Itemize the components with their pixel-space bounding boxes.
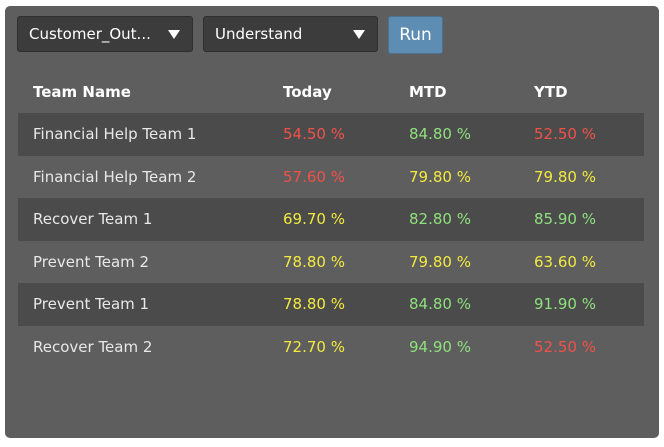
today-cell: 57.60 % [283, 167, 345, 186]
metric-dropdown[interactable]: Customer_Out... [17, 16, 193, 52]
table-row[interactable]: Financial Help Team 1 54.50 % 84.80 % 52… [18, 113, 644, 156]
team-name-cell: Financial Help Team 2 [33, 167, 197, 186]
mtd-cell: 84.80 % [409, 125, 471, 144]
ytd-cell: 79.80 % [534, 167, 596, 186]
view-dropdown-value: Understand [215, 25, 303, 43]
today-cell: 69.70 % [283, 210, 345, 229]
table-row[interactable]: Financial Help Team 2 57.60 % 79.80 % 79… [18, 156, 644, 199]
ytd-cell: 91.90 % [534, 295, 596, 314]
ytd-cell: 85.90 % [534, 210, 596, 229]
team-name-cell: Recover Team 1 [33, 210, 153, 229]
team-score-table: Team Name Today MTD YTD Financial Help T… [18, 70, 644, 368]
team-name-cell: Financial Help Team 1 [33, 125, 197, 144]
chevron-down-icon [168, 30, 180, 39]
ytd-cell: 52.50 % [534, 337, 596, 356]
team-name-cell: Prevent Team 2 [33, 252, 150, 271]
column-header-ytd: YTD [534, 82, 568, 101]
today-cell: 78.80 % [283, 295, 345, 314]
chevron-down-icon [353, 30, 365, 39]
table-row[interactable]: Recover Team 1 69.70 % 82.80 % 85.90 % [18, 198, 644, 241]
metric-dropdown-value: Customer_Out... [29, 25, 151, 43]
today-cell: 78.80 % [283, 252, 345, 271]
column-header-today: Today [283, 82, 332, 101]
report-panel: Customer_Out... Understand Run Team Name… [5, 6, 659, 438]
mtd-cell: 79.80 % [409, 252, 471, 271]
column-header-team-name: Team Name [33, 82, 131, 101]
mtd-cell: 94.90 % [409, 337, 471, 356]
table-header-row: Team Name Today MTD YTD [18, 70, 644, 113]
table-row[interactable]: Recover Team 2 72.70 % 94.90 % 52.50 % [18, 326, 644, 369]
mtd-cell: 79.80 % [409, 167, 471, 186]
run-button[interactable]: Run [388, 16, 443, 54]
today-cell: 54.50 % [283, 125, 345, 144]
team-name-cell: Recover Team 2 [33, 337, 153, 356]
view-dropdown[interactable]: Understand [203, 16, 378, 52]
table-row[interactable]: Prevent Team 1 78.80 % 84.80 % 91.90 % [18, 283, 644, 326]
team-name-cell: Prevent Team 1 [33, 295, 150, 314]
mtd-cell: 82.80 % [409, 210, 471, 229]
today-cell: 72.70 % [283, 337, 345, 356]
ytd-cell: 63.60 % [534, 252, 596, 271]
mtd-cell: 84.80 % [409, 295, 471, 314]
column-header-mtd: MTD [409, 82, 447, 101]
table-row[interactable]: Prevent Team 2 78.80 % 79.80 % 63.60 % [18, 241, 644, 284]
ytd-cell: 52.50 % [534, 125, 596, 144]
